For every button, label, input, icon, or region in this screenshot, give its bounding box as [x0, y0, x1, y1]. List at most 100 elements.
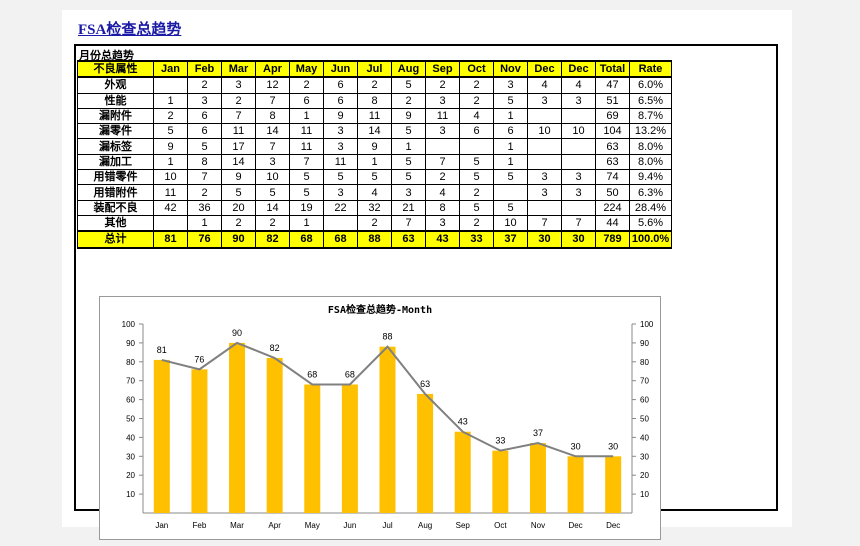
y-tick-label-right: 30: [640, 452, 649, 461]
chart-svg: FSA检查总趋势-Month 10 10 20 20 30 30 40 40 50 50 60 60 70…: [122, 303, 654, 530]
data-label: 30: [608, 441, 618, 451]
table-cell: 69: [595, 107, 630, 125]
table-row: 其他 1 2 2 1 2 7 3 2 10 7 7 44 5.6%: [77, 214, 672, 232]
table-cell: 5: [493, 169, 528, 186]
table-cell: 43: [425, 230, 460, 249]
x-tick-label: Dec: [606, 521, 620, 530]
table-cell: 51: [595, 92, 630, 109]
table-cell: 68: [289, 230, 324, 249]
table-cell: 8: [357, 92, 392, 109]
table-cell: 42: [153, 199, 188, 216]
x-tick-label: Jan: [155, 521, 168, 530]
table-cell: 30: [527, 230, 562, 249]
y-tick-label-right: 10: [640, 490, 649, 499]
table-cell: [153, 214, 188, 232]
table-cell: 14: [255, 199, 290, 216]
table-cell: 100.0%: [629, 230, 672, 249]
table-cell: Dec: [527, 59, 562, 79]
table-cell: Feb: [187, 59, 222, 79]
table-cell: 68: [323, 230, 358, 249]
table-cell: 5: [391, 169, 426, 186]
table-cell: 4: [357, 184, 392, 201]
table-cell: 7: [289, 153, 324, 171]
table-cell: [527, 138, 562, 155]
table-cell: 76: [187, 230, 222, 249]
table-cell: 6: [289, 92, 324, 109]
table-cell: 7: [221, 107, 256, 125]
table-cell: 21: [391, 199, 426, 216]
bar: [379, 346, 396, 513]
table-cell: 88: [357, 230, 392, 249]
table-cell: 9: [323, 107, 358, 125]
x-tick-label: Jun: [343, 521, 356, 530]
table-cell: 14: [221, 153, 256, 171]
table-cell: 2: [391, 92, 426, 109]
table-cell: 9: [153, 138, 188, 155]
table-cell: 1: [493, 153, 528, 171]
table-cell: 4: [561, 76, 596, 94]
bar: [454, 431, 471, 513]
bar: [229, 342, 246, 513]
table-cell: 5: [289, 169, 324, 186]
row-label: 装配不良: [77, 199, 154, 216]
table-cell: 33: [459, 230, 494, 249]
table-cell: 74: [595, 169, 630, 186]
table-cell: 1: [153, 92, 188, 109]
table-cell: 90: [221, 230, 256, 249]
y-tick-label-right: 60: [640, 396, 649, 405]
table-cell: 2: [221, 214, 256, 232]
table-cell: 6: [187, 107, 222, 125]
table-cell: 3: [323, 123, 358, 140]
table-cell: 5: [289, 184, 324, 201]
table-cell: 224: [595, 199, 630, 216]
table-cell: 2: [459, 214, 494, 232]
table-cell: 47: [595, 76, 630, 94]
table-cell: [527, 107, 562, 125]
table-cell: 5: [255, 184, 290, 201]
table-row: 用错附件 11 2 5 5 5 3 4 3 4 2 3 3 50 6.3%: [77, 184, 672, 201]
table-cell: 3: [527, 92, 562, 109]
table-cell: 1: [493, 107, 528, 125]
table-cell: 7: [187, 169, 222, 186]
table-cell: 50: [595, 184, 630, 201]
table-cell: Mar: [221, 59, 256, 79]
table-cell: 4: [425, 184, 460, 201]
table-cell: 7: [255, 138, 290, 155]
table-cell: 5: [391, 76, 426, 94]
x-tick-label: Oct: [494, 521, 507, 530]
y-tick-label-right: 90: [640, 339, 649, 348]
table-cell: 14: [357, 123, 392, 140]
table-cell: 3: [323, 184, 358, 201]
table-cell: 3: [561, 92, 596, 109]
table-cell: 2: [187, 76, 222, 94]
table-cell: 63: [595, 153, 630, 171]
x-tick-label: Nov: [531, 521, 545, 530]
x-tick-label: Sep: [456, 521, 471, 530]
table-cell: 11: [289, 123, 324, 140]
total-row: 总计 81 76 90 82 68 68 88 63 43 33 37 30 30 789 100.0%: [77, 230, 672, 249]
defect-table: 不良属性 Jan Feb Mar Apr May Jun Jul Aug Sep Oct Nov Dec…: [77, 59, 672, 249]
data-label: 33: [495, 436, 505, 446]
table-cell: 10: [153, 169, 188, 186]
table-cell: 44: [595, 214, 630, 232]
table-cell: 63: [595, 138, 630, 155]
table-cell: 3: [391, 184, 426, 201]
row-label: 漏加工: [77, 153, 154, 171]
bar: [417, 393, 434, 513]
table-cell: 7: [255, 92, 290, 109]
table-cell: 10: [493, 214, 528, 232]
table-cell: 2: [425, 76, 460, 94]
table-cell: [153, 76, 188, 94]
table-cell: 2: [459, 92, 494, 109]
table-cell: 3: [221, 76, 256, 94]
x-tick-label: May: [305, 521, 320, 530]
table-cell: 9: [391, 107, 426, 125]
table-cell: 1: [153, 153, 188, 171]
table-cell: 2: [425, 169, 460, 186]
table-cell: 20: [221, 199, 256, 216]
page-title[interactable]: FSA检查总趋势: [78, 22, 182, 38]
x-tick-label: Mar: [230, 521, 244, 530]
bar: [492, 450, 509, 513]
table-cell: 5.6%: [629, 214, 672, 232]
table-caption: 月份总趋势: [79, 50, 134, 62]
